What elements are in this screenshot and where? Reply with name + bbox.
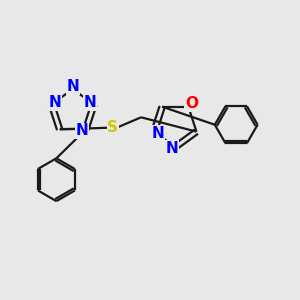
Text: N: N bbox=[49, 95, 62, 110]
Text: N: N bbox=[66, 79, 79, 94]
Text: N: N bbox=[84, 95, 97, 110]
Text: N: N bbox=[151, 126, 164, 141]
Text: S: S bbox=[107, 120, 118, 135]
Text: N: N bbox=[76, 123, 88, 138]
Text: O: O bbox=[185, 96, 198, 111]
Text: N: N bbox=[165, 141, 178, 156]
